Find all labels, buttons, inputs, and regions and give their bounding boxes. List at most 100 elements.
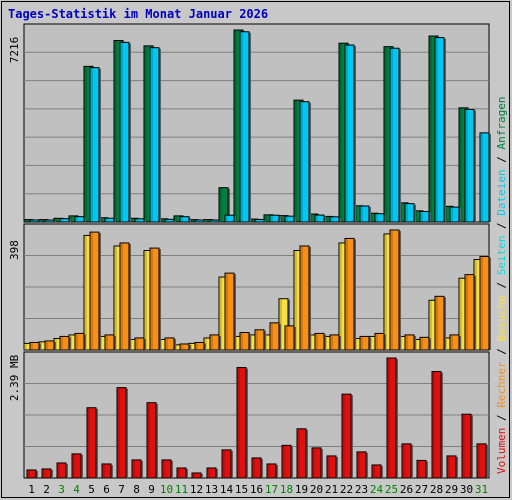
bar-highlight [448, 456, 450, 477]
day-label-26: 26 [400, 483, 413, 496]
bar-dateien-day-31 [479, 132, 490, 223]
panel-top-frame [23, 23, 490, 223]
bar-rechner-day-18 [284, 325, 295, 351]
bar-volumen-day-3 [56, 462, 67, 479]
bar-highlight [328, 456, 330, 477]
day-label-30: 30 [460, 483, 473, 496]
legend-anfragen: Anfragen [495, 96, 508, 156]
day-axis: 1 2 3 4 5 6 7 8 9 10 11 12 13 14 15 16 17 18 19 20 21 22 23 24 2… [28, 483, 488, 496]
bar-volumen-day-29 [446, 455, 457, 479]
panel-bottom: 2.39 MB [8, 351, 490, 479]
bar-rechner-day-6 [104, 334, 115, 351]
day-label-8: 8 [133, 483, 140, 496]
bar-volumen-day-23 [356, 451, 367, 479]
day-label-29: 29 [445, 483, 458, 496]
legend-separator: / [495, 282, 508, 295]
bar-volumen-day-5 [86, 407, 97, 479]
bar-highlight [58, 463, 60, 477]
panel-top: 7216 [8, 23, 491, 223]
bar-highlight [121, 43, 123, 222]
bar-dateien-day-4 [74, 216, 85, 223]
bar-highlight [136, 338, 138, 349]
bar-highlight [178, 468, 180, 477]
bar-dateien-day-20 [314, 214, 325, 223]
bar-dateien-day-28 [434, 37, 445, 223]
bar-highlight [271, 323, 273, 349]
bar-highlight [121, 243, 123, 349]
bar-highlight [361, 337, 363, 349]
bar-dateien-day-24 [374, 213, 385, 223]
bar-highlight [340, 44, 342, 221]
bar-dateien-day-11 [179, 216, 190, 223]
day-label-2: 2 [43, 483, 50, 496]
bar-highlight [340, 243, 342, 349]
bar-highlight [31, 343, 33, 349]
bar-highlight [331, 217, 333, 221]
bar-rechner-day-12 [194, 341, 205, 351]
bar-highlight [196, 343, 198, 349]
legend-separator: / [495, 156, 508, 169]
bar-highlight [313, 448, 315, 477]
bar-rechner-day-11 [179, 343, 190, 351]
day-label-9: 9 [148, 483, 155, 496]
bar-highlight [91, 68, 93, 222]
bar-highlight [85, 236, 87, 349]
day-label-25: 25 [385, 483, 398, 496]
bar-highlight [478, 444, 480, 477]
bar-highlight [181, 344, 183, 349]
chart-title: Tages-Statistik im Monat Januar 2026 [8, 7, 268, 21]
bar-rechner-day-20 [314, 332, 325, 351]
bar-highlight [481, 133, 483, 221]
chart-panels: 7216 398 2.39 MB [8, 23, 491, 479]
bar-volumen-day-9 [146, 402, 157, 479]
bar-highlight [211, 335, 213, 349]
bar-highlight [460, 279, 462, 349]
bar-dateien-day-18 [284, 215, 295, 223]
panel-middle-max-label: 398 [8, 240, 21, 260]
day-label-19: 19 [295, 483, 308, 496]
panel-middle: 398 [8, 223, 491, 351]
bar-highlight [166, 338, 168, 349]
bar-highlight [301, 102, 303, 221]
bar-dateien-day-7 [119, 41, 130, 223]
bar-dateien-day-25 [389, 47, 400, 223]
bar-highlight [283, 446, 285, 477]
bar-highlight [76, 217, 78, 221]
bar-rechner-day-21 [329, 334, 340, 351]
bar-highlight [466, 275, 468, 349]
day-label-23: 23 [355, 483, 368, 496]
bar-highlight [403, 444, 405, 477]
bar-highlight [331, 335, 333, 349]
bar-highlight [106, 335, 108, 349]
bar-dateien-day-13 [209, 219, 220, 223]
day-label-1: 1 [28, 483, 35, 496]
bar-rechner-day-10 [164, 337, 175, 351]
bar-rechner-day-29 [449, 334, 460, 351]
bar-highlight [241, 32, 243, 221]
legend-separator: / [495, 222, 508, 235]
bar-dateien-day-27 [419, 210, 430, 223]
bar-highlight [220, 278, 222, 349]
bar-highlight [346, 46, 348, 221]
bar-highlight [373, 465, 375, 477]
bar-highlight [451, 208, 453, 221]
bar-rechner-day-22 [344, 237, 355, 351]
legend-rechner: Rechner [495, 361, 508, 414]
bar-dateien-day-8 [134, 218, 145, 223]
panel-bottom-max-label: 2.39 MB [8, 354, 21, 401]
day-label-13: 13 [205, 483, 218, 496]
bar-dateien-day-21 [329, 216, 340, 223]
bar-highlight [406, 335, 408, 349]
day-label-15: 15 [235, 483, 248, 496]
bar-volumen-day-13 [206, 467, 217, 479]
bar-volumen-day-21 [326, 455, 337, 479]
day-label-4: 4 [73, 483, 80, 496]
bar-highlight [463, 415, 465, 477]
bar-dateien-day-3 [59, 218, 70, 223]
bar-volumen-day-25 [386, 357, 397, 479]
bar-highlight [136, 219, 138, 221]
day-label-21: 21 [325, 483, 338, 496]
bar-dateien-day-16 [254, 218, 265, 223]
